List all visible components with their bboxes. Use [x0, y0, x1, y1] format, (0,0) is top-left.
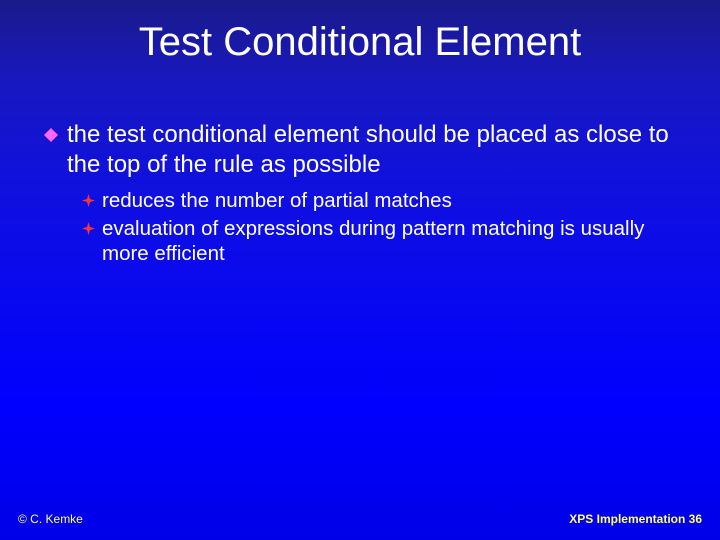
slide-title: Test Conditional Element: [0, 20, 720, 65]
fourpoint-bullet-icon: [82, 222, 95, 235]
slide: Test Conditional Element the test condit…: [0, 0, 720, 540]
bullet-level2: reduces the number of partial matches: [82, 188, 690, 214]
footer-page-label: XPS Implementation 36: [569, 512, 702, 526]
sub-bullets: reduces the number of partial matches ev…: [82, 188, 690, 267]
bullet-level2-text: evaluation of expressions during pattern…: [102, 216, 690, 267]
bullet-level2: evaluation of expressions during pattern…: [82, 216, 690, 267]
bullet-level1: the test conditional element should be p…: [44, 120, 690, 180]
fourpoint-bullet-icon: [82, 194, 95, 207]
diamond-bullet-icon: [44, 128, 58, 142]
bullet-level1-text: the test conditional element should be p…: [67, 120, 690, 180]
slide-content: the test conditional element should be p…: [44, 120, 690, 269]
footer-copyright: © C. Kemke: [18, 512, 83, 526]
bullet-level2-text: reduces the number of partial matches: [102, 188, 452, 214]
